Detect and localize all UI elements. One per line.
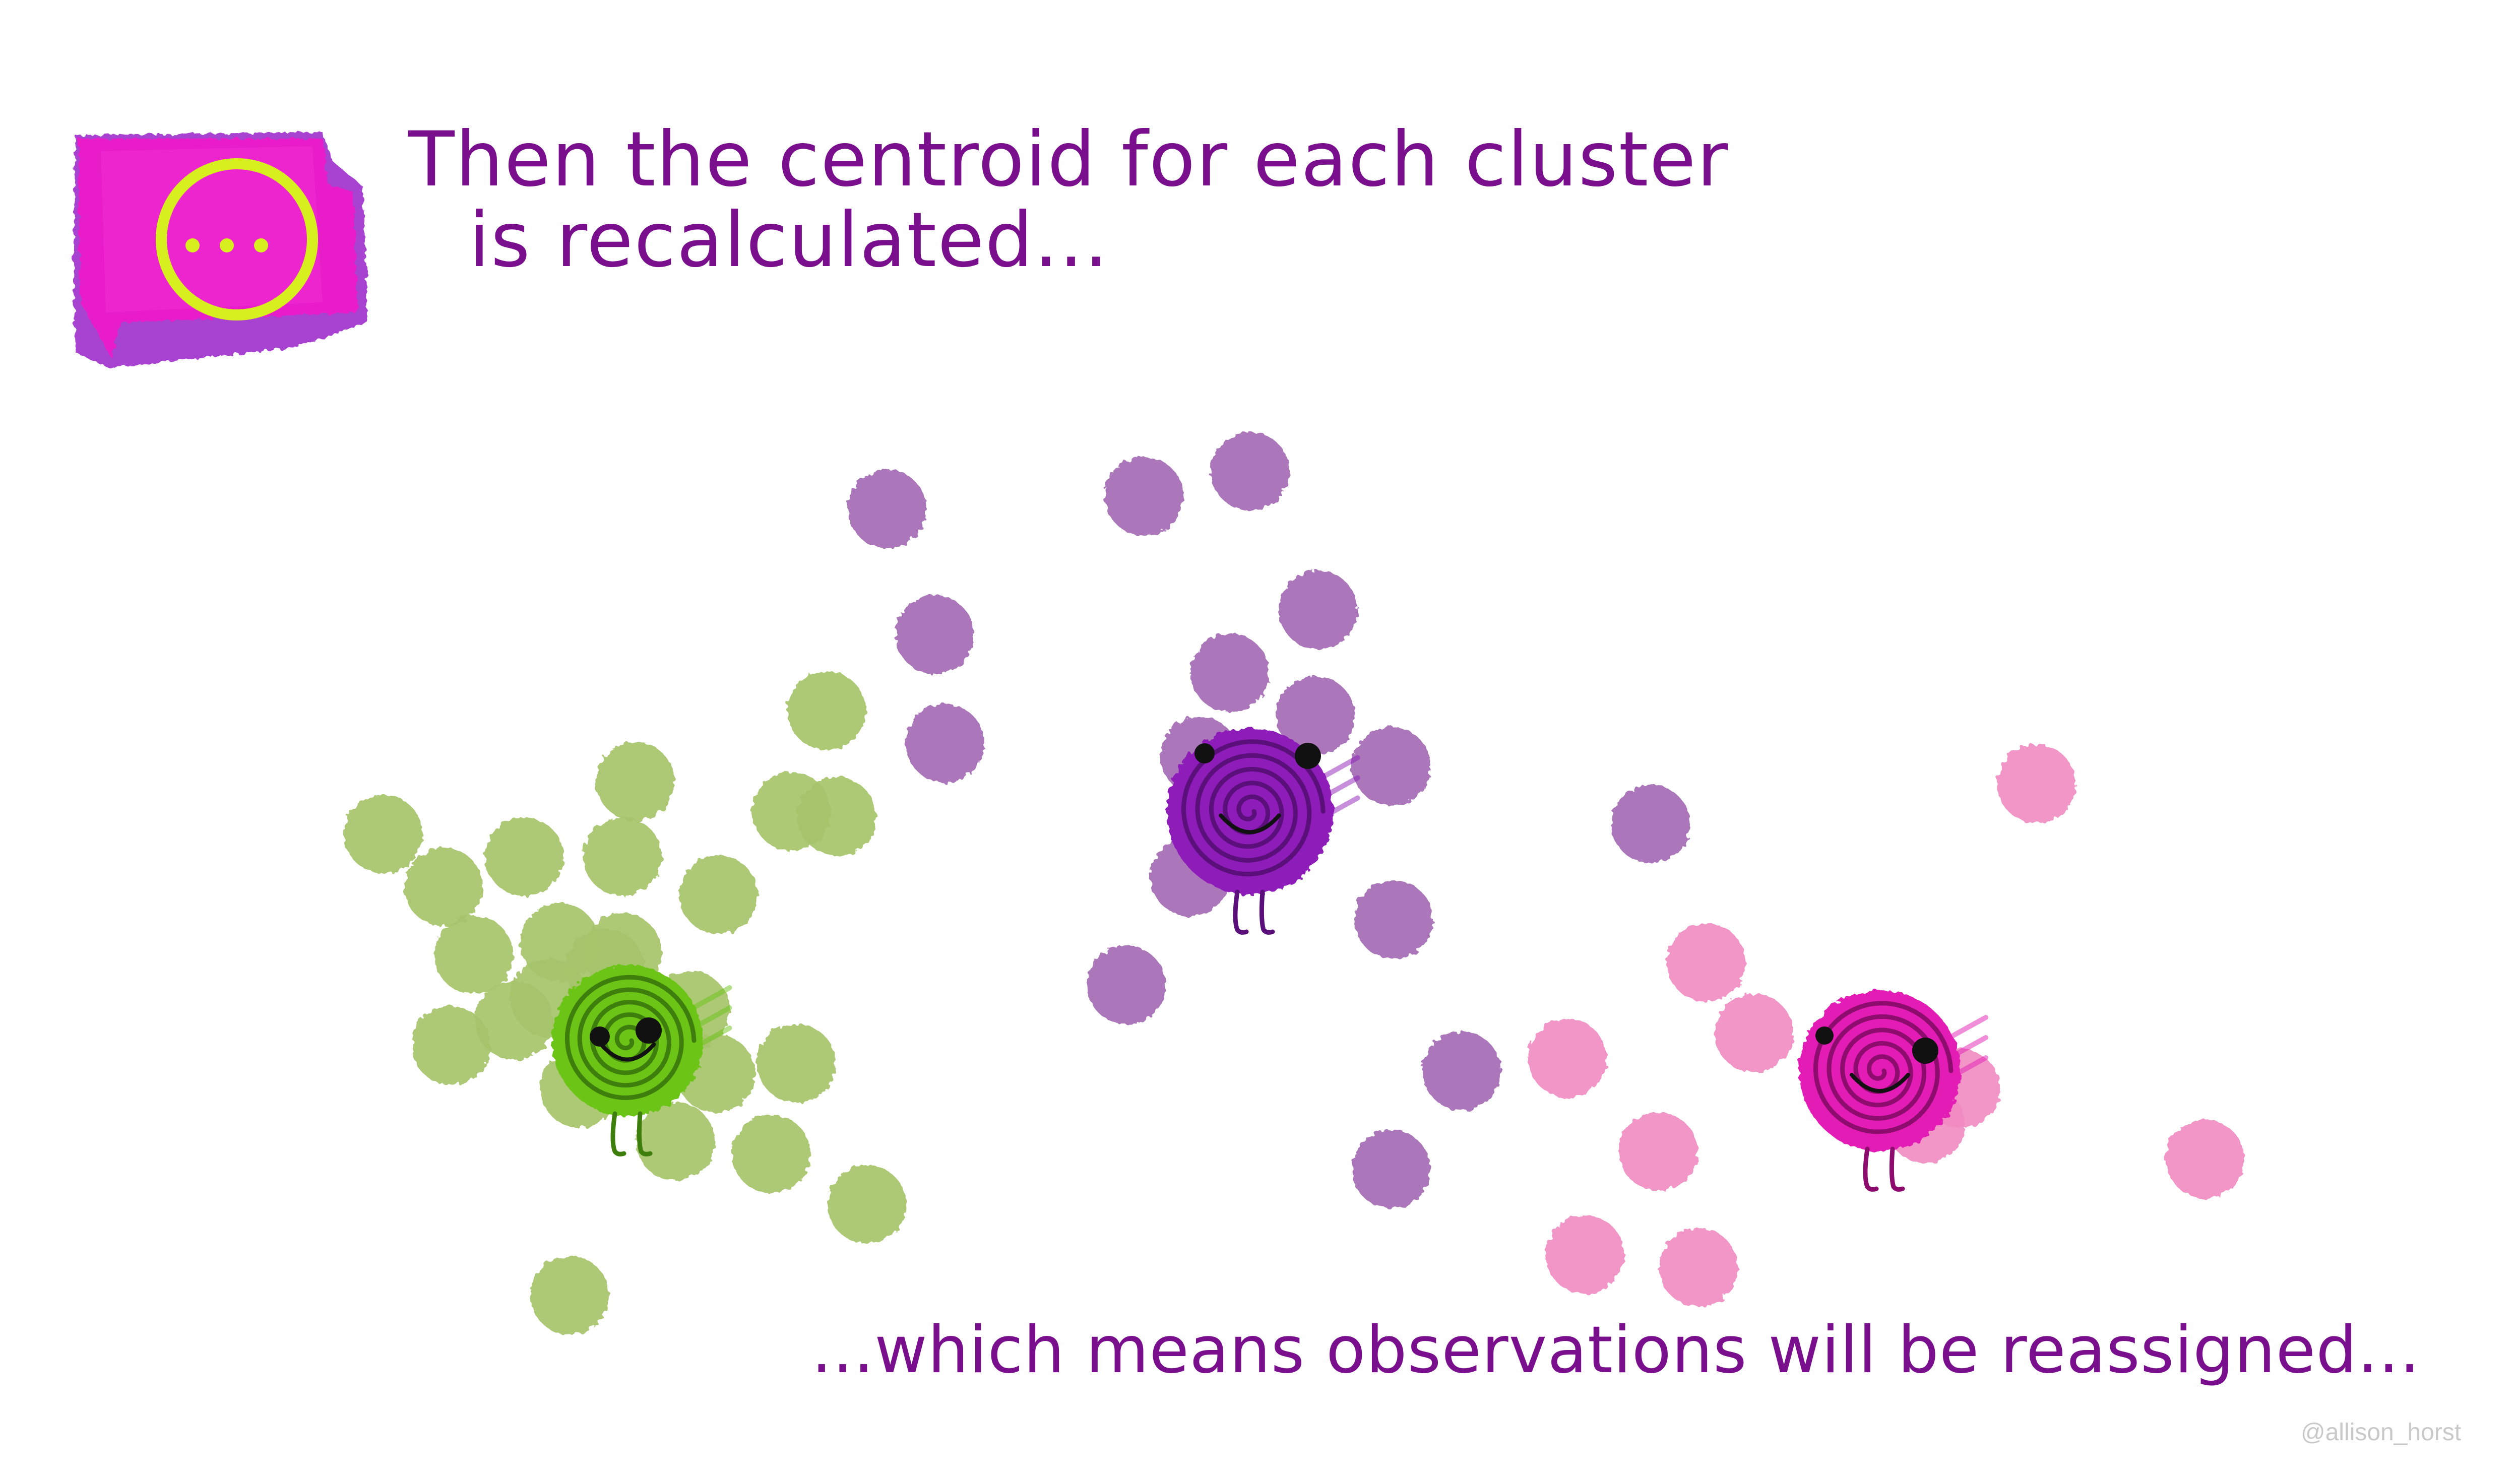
purple-observation-point <box>1422 1032 1501 1110</box>
purple-observation-point <box>896 596 974 674</box>
pink-observation-point <box>1715 994 1793 1072</box>
headline-line-1: Then the centroid for each cluster <box>408 116 1729 204</box>
purple-observation-point <box>1611 785 1690 863</box>
purple-observation-point <box>1279 570 1357 649</box>
pink-observation-point <box>2166 1120 2244 1198</box>
green-observation-point <box>752 772 831 851</box>
green-observation-point <box>583 817 662 896</box>
author-watermark: @allison_horst <box>2301 1419 2462 1446</box>
purple-observation-point <box>1276 676 1355 755</box>
purple-observation-point <box>1190 633 1269 712</box>
green-observation-point <box>412 1006 490 1085</box>
green-observation-point <box>732 1115 810 1193</box>
pink-observation-point <box>1659 1228 1738 1307</box>
pink-observation-point <box>1546 1215 1624 1294</box>
pink-observation-point <box>1997 744 2075 823</box>
observation-points <box>344 432 2244 1334</box>
green-observation-point <box>828 1165 906 1244</box>
green-observation-point <box>787 671 866 750</box>
green-spiral-centroid-icon <box>552 965 732 1156</box>
badge-ring <box>156 158 318 320</box>
purple-observation-point <box>1211 432 1289 510</box>
green-observation-point <box>596 742 674 820</box>
pink-observation-point <box>1528 1019 1607 1098</box>
green-observation-point <box>434 916 513 994</box>
purple-observation-point <box>906 704 984 783</box>
ellipsis-icon <box>185 238 268 252</box>
green-observation-point <box>485 817 563 896</box>
green-observation-point <box>344 795 422 873</box>
green-observation-point <box>404 848 483 926</box>
purple-observation-point <box>1354 880 1433 959</box>
purple-observation-point <box>1105 457 1183 536</box>
pink-spiral-centroid-icon <box>1799 990 1988 1192</box>
bottom-caption: ...which means observations will be reas… <box>811 1313 2421 1388</box>
green-observation-point <box>636 1102 715 1181</box>
green-observation-point <box>530 1256 609 1334</box>
badge-icon <box>73 132 368 368</box>
purple-observation-point <box>1352 1130 1430 1208</box>
pink-observation-point <box>1619 1112 1697 1191</box>
pink-observation-point <box>1667 923 1745 1002</box>
purple-observation-point <box>848 470 926 548</box>
headline-line-2: is recalculated... <box>469 197 1109 284</box>
green-observation-point <box>679 855 758 934</box>
purple-observation-point <box>1087 946 1166 1024</box>
purple-spiral-centroid-icon <box>1167 728 1360 935</box>
purple-observation-point <box>1352 727 1430 805</box>
green-observation-point <box>757 1024 836 1103</box>
